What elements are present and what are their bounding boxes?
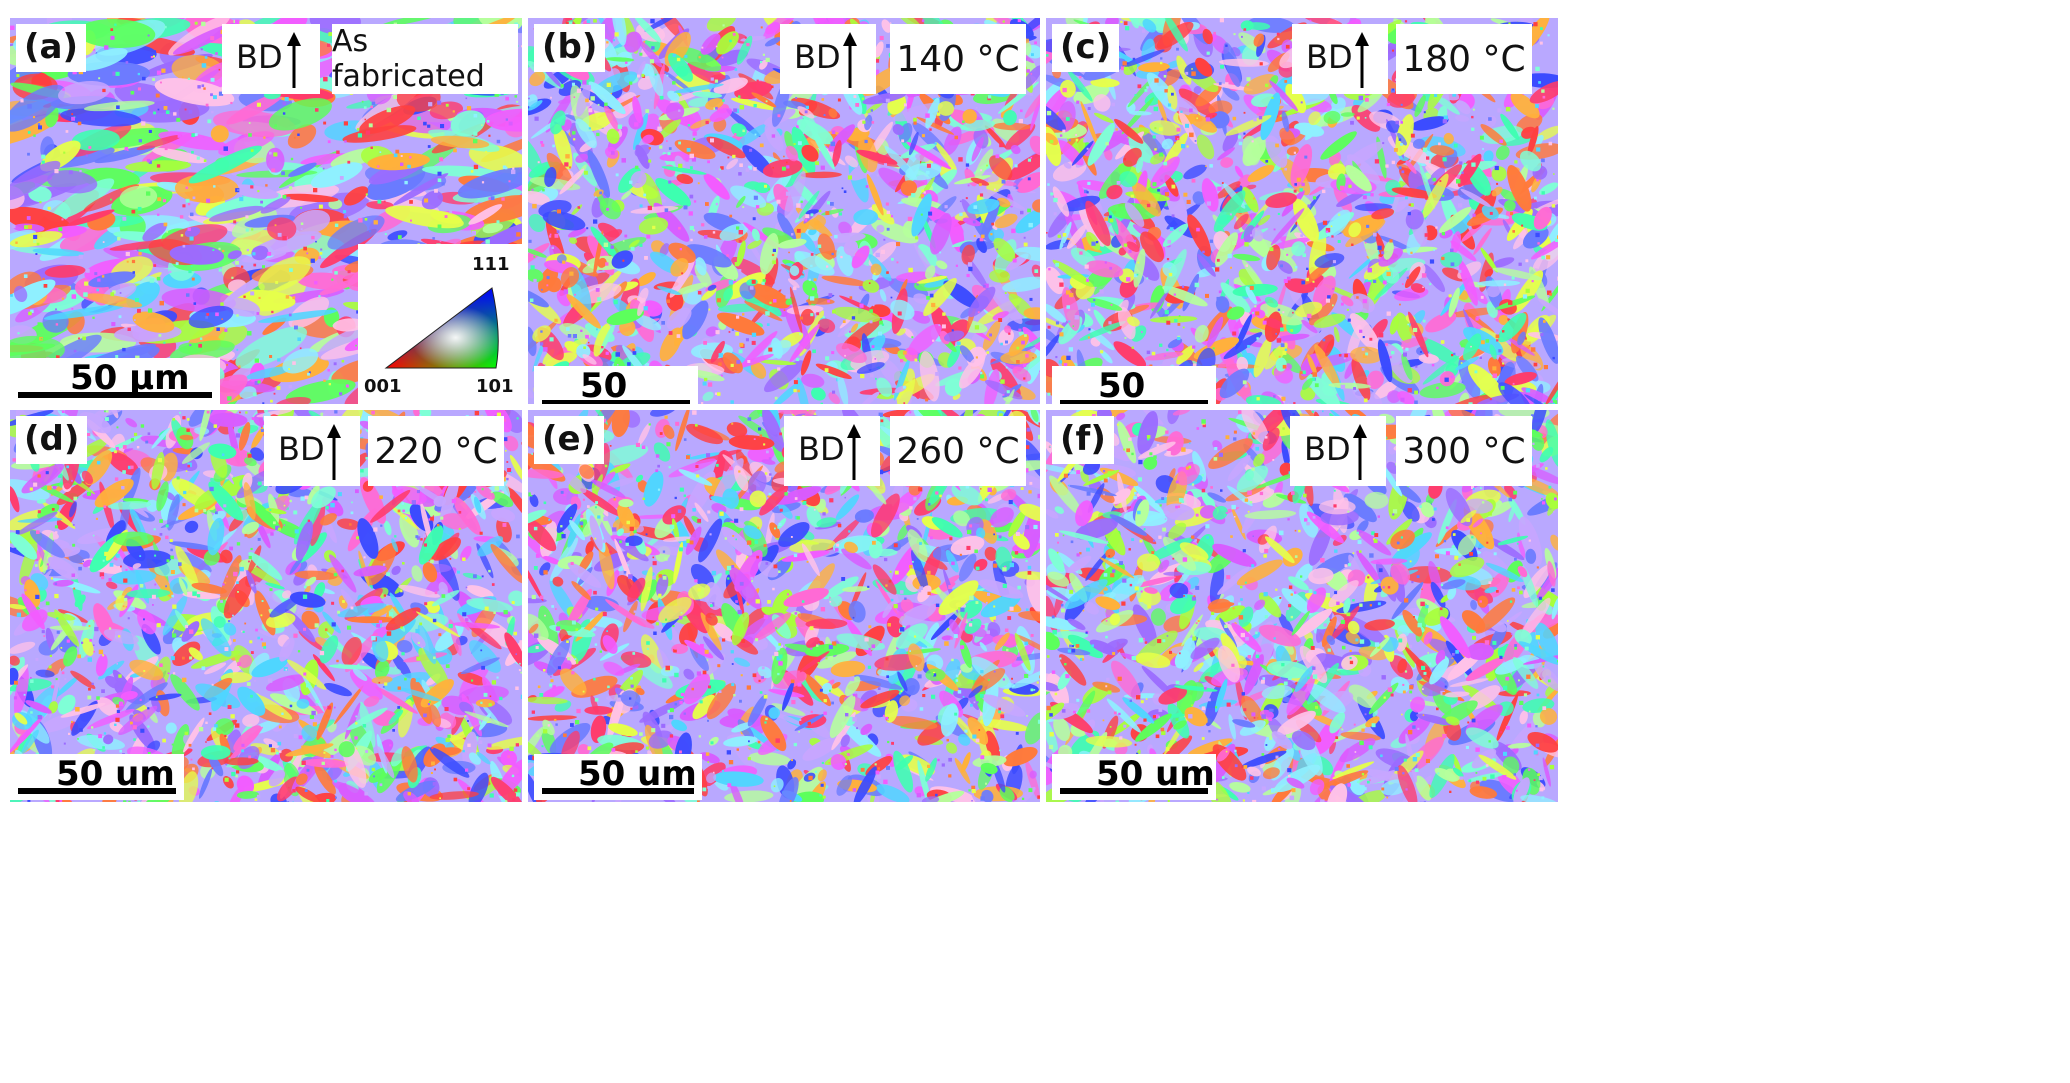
build-direction-indicator-d: BD <box>264 416 360 486</box>
panel-label-f: (f) <box>1052 416 1114 464</box>
up-arrow-icon <box>327 424 341 480</box>
scale-text-f: 50 um <box>1096 754 1215 794</box>
scale-bar-e: 50 um <box>534 754 702 800</box>
scale-bar-c: 50 um <box>1052 366 1216 404</box>
scale-line-e <box>542 788 694 794</box>
scale-bar-d: 50 um <box>10 754 184 800</box>
scale-line-a <box>18 392 212 398</box>
ebsd-map-panel-e: (e) BD 260 °C 50 um <box>528 410 1040 802</box>
scale-bar-f: 50 um <box>1052 754 1216 800</box>
condition-label-e: 260 °C <box>890 416 1026 486</box>
up-arrow-icon <box>1355 32 1369 88</box>
scale-text-d: 50 um <box>56 754 175 794</box>
panel-label-d: (d) <box>16 416 88 464</box>
panel-label-a: (a) <box>16 24 87 72</box>
bd-text-e: BD <box>798 430 845 468</box>
condition-label-c: 180 °C <box>1396 24 1532 94</box>
condition-label-f: 300 °C <box>1396 416 1532 486</box>
bd-text-b: BD <box>794 38 841 76</box>
ebsd-map-panel-c: (c) BD 180 °C 50 um <box>1046 18 1558 404</box>
panel-label-e: (e) <box>534 416 605 464</box>
ipf-label-111: 111 <box>472 254 510 275</box>
bd-text-c: BD <box>1306 38 1353 76</box>
up-arrow-icon <box>843 32 857 88</box>
ebsd-map-panel-b: (b) BD 140 °C 50 um <box>528 18 1040 404</box>
scale-text-e: 50 um <box>578 754 697 794</box>
ipf-label-001: 001 <box>364 376 402 397</box>
bd-text-f: BD <box>1304 430 1351 468</box>
ipf-triangle <box>384 287 499 369</box>
up-arrow-icon <box>287 32 301 88</box>
ipf-label-101: 101 <box>476 376 514 397</box>
build-direction-indicator-b: BD <box>780 24 876 94</box>
scale-text-b: 50 um <box>580 366 628 404</box>
ebsd-map-panel-a: (a) BD As fabricated <box>10 18 522 404</box>
build-direction-indicator-c: BD <box>1292 24 1388 94</box>
scale-line-c <box>1060 400 1208 404</box>
up-arrow-icon <box>1353 424 1367 480</box>
condition-label-a: As fabricated <box>332 24 518 94</box>
condition-label-d: 220 °C <box>368 416 504 486</box>
ipf-color-key: 111 001 101 <box>358 244 522 404</box>
up-arrow-icon <box>847 424 861 480</box>
build-direction-indicator-a: BD <box>222 24 320 94</box>
panel-label-c: (c) <box>1052 24 1120 72</box>
scale-line-f <box>1060 788 1208 794</box>
scale-bar-a: 50 µm <box>10 358 220 404</box>
scale-text-a: 50 µm <box>70 358 190 398</box>
build-direction-indicator-f: BD <box>1290 416 1386 486</box>
scale-bar-b: 50 um <box>534 366 698 404</box>
bd-text-a: BD <box>236 38 283 76</box>
ebsd-map-panel-d: (d) BD 220 °C 50 um <box>10 410 522 802</box>
scale-text-c: 50 um <box>1098 366 1146 404</box>
scale-line-d <box>18 788 176 794</box>
build-direction-indicator-e: BD <box>784 416 880 486</box>
condition-label-b: 140 °C <box>890 24 1026 94</box>
scale-line-b <box>542 400 690 404</box>
panel-label-b: (b) <box>534 24 606 72</box>
ebsd-map-panel-f: (f) BD 300 °C 50 um <box>1046 410 1558 802</box>
bd-text-d: BD <box>278 430 325 468</box>
